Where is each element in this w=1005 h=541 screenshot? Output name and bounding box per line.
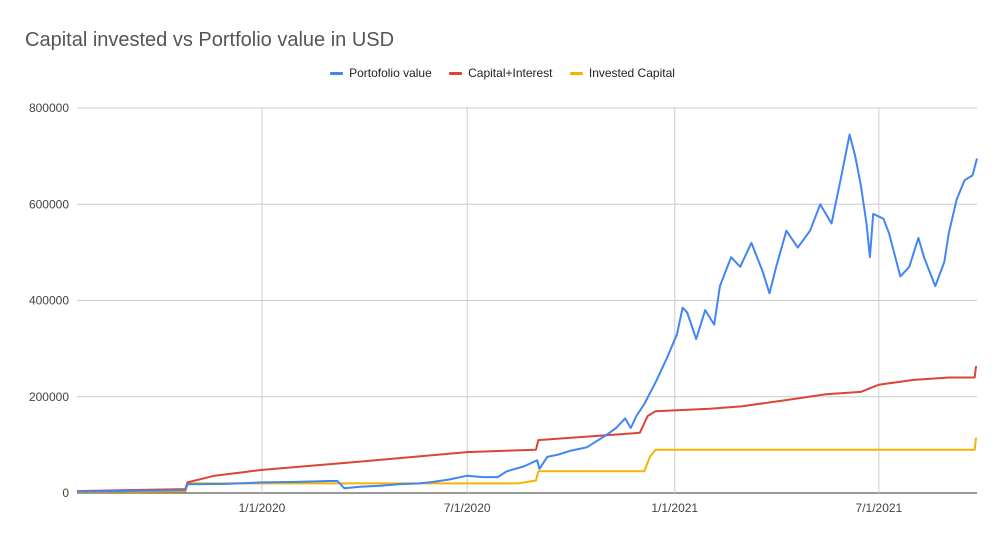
legend-item-capital-interest[interactable]: Capital+Interest (449, 66, 553, 80)
x-tick-label: 7/1/2021 (856, 501, 903, 515)
legend-label-capital-interest: Capital+Interest (468, 66, 553, 80)
x-tick-label: 1/1/2020 (239, 501, 286, 515)
series-line-capital-interest (76, 365, 977, 493)
x-tick-label: 1/1/2021 (651, 501, 698, 515)
legend-swatch-capital-interest (449, 72, 463, 76)
legend-label-invested-capital: Invested Capital (588, 66, 675, 80)
legend-item-invested-capital[interactable]: Invested Capital (569, 66, 675, 80)
legend-item-portfolio-value[interactable]: Portofolio value (330, 66, 432, 80)
y-tick-label: 400000 (29, 294, 69, 308)
y-tick-label: 200000 (29, 390, 69, 404)
x-tick-label: 7/1/2020 (444, 501, 491, 515)
legend-label-portfolio-value: Portofolio value (349, 66, 432, 80)
y-tick-label: 600000 (29, 197, 69, 211)
y-tick-label: 800000 (29, 101, 69, 115)
y-tick-label: 0 (62, 486, 69, 500)
legend-swatch-invested-capital (569, 72, 583, 76)
chart-title: Capital invested vs Portfolio value in U… (25, 29, 395, 51)
legend-swatch-portfolio-value (330, 72, 344, 76)
series-line-portfolio-value (76, 133, 978, 493)
chart-legend: Portofolio value Capital+Interest Invest… (0, 66, 1005, 80)
